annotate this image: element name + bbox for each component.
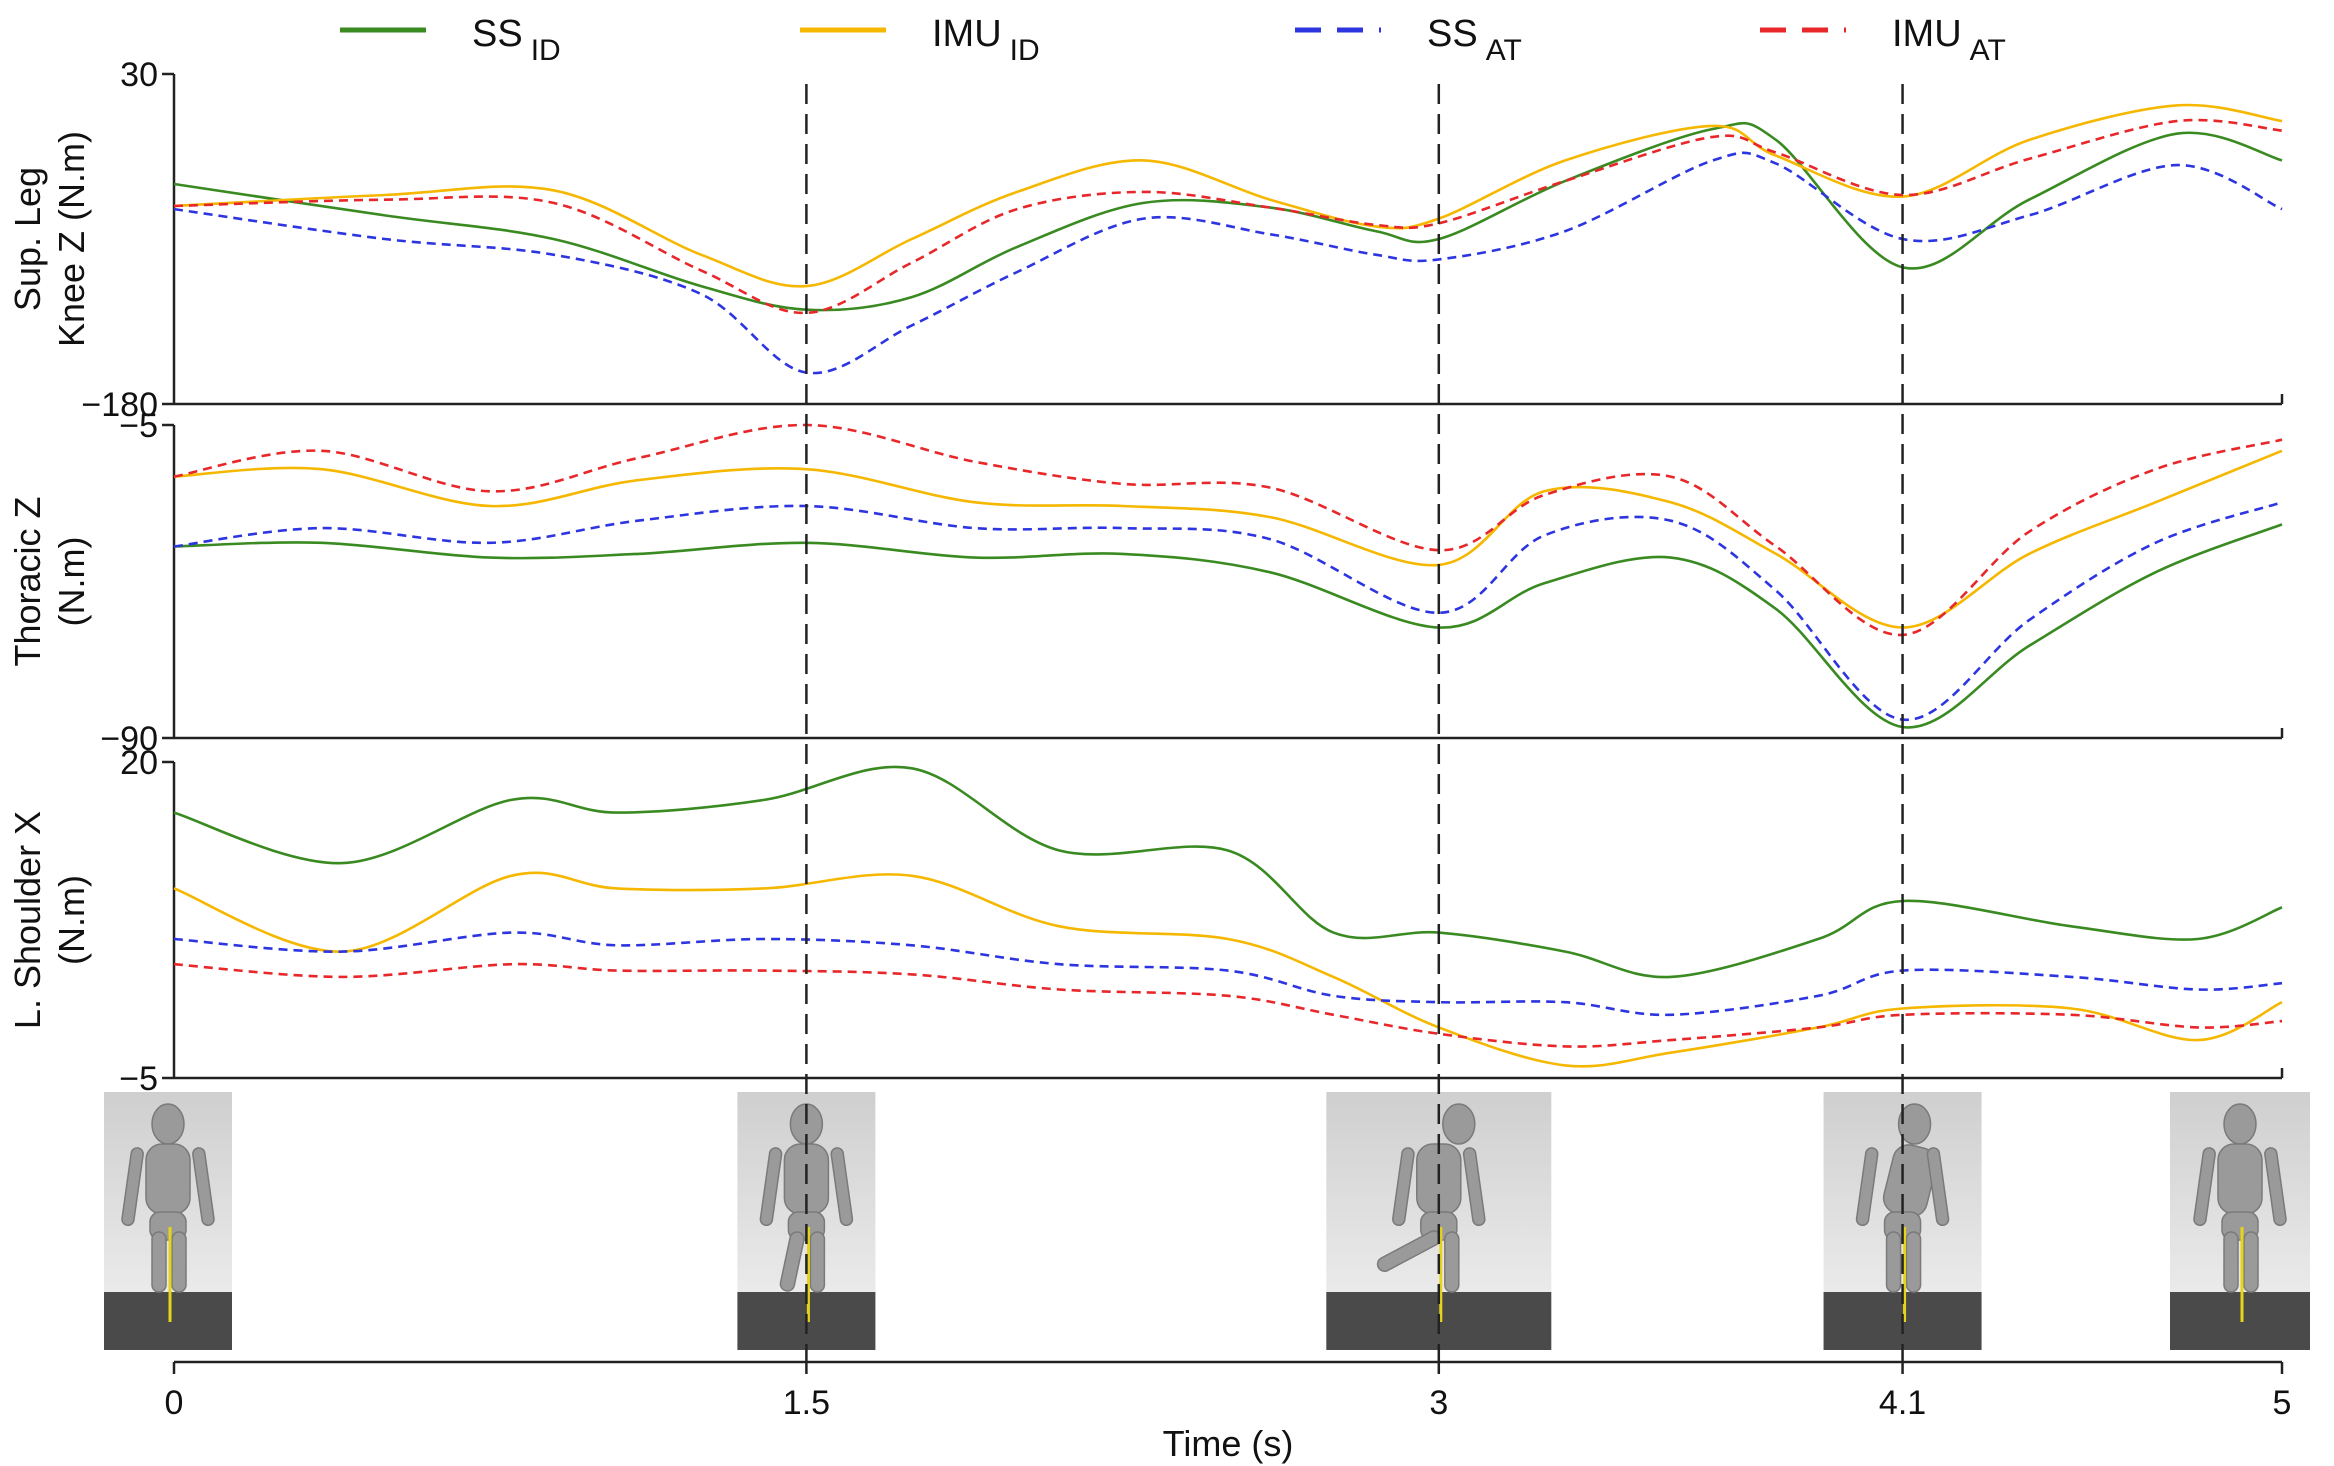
legend-item-imu-id: IMU ID: [800, 13, 1040, 67]
x-axis-label: Time (s): [1163, 1423, 1294, 1464]
y-tick-label: −5: [119, 1060, 158, 1098]
figure-strip: [104, 1092, 2310, 1350]
y-axis-label-line2: (N.m): [51, 875, 92, 965]
series-line-ss-at: [173, 931, 2283, 1017]
legend-item-imu-at: IMU AT: [1760, 13, 2006, 67]
legend-label: IMU ID: [932, 13, 1040, 67]
series-line-imu-id: [173, 871, 2283, 1068]
y-axis-label-line2: Knee Z (N.m): [51, 131, 92, 347]
mannequin-thumbnail: [1326, 1092, 1552, 1350]
series-line-ss-at: [173, 151, 2283, 375]
y-tick-label: −90: [100, 720, 158, 758]
series-line-imu-at: [173, 962, 2283, 1048]
legend-label: IMU AT: [1892, 13, 2006, 67]
mannequin-thumbnail: [737, 1092, 876, 1350]
mannequin-icon: [1376, 1103, 1486, 1293]
panel-3: 20 −5 L. Shoulder X (N.m): [7, 744, 2284, 1098]
y-axis-label-line1: Sup. Leg: [7, 167, 48, 311]
x-tick-label: 5: [2273, 1384, 2292, 1422]
x-tick-label: 1.5: [783, 1384, 830, 1422]
panels: 30 −180 Sup. Leg Knee Z (N.m) −5 −90 Thoracic …: [7, 56, 2284, 1098]
x-tick-label: 3: [1429, 1384, 1448, 1422]
floor: [104, 1292, 232, 1350]
series-line-ss-at: [173, 501, 2283, 721]
series-line-imu-id: [173, 449, 2283, 629]
y-tick-label: −180: [81, 386, 158, 424]
event-lines: [805, 84, 1904, 1362]
legend-label: SS ID: [472, 13, 561, 67]
mannequin-thumbnail: [104, 1092, 232, 1350]
y-tick-label: 30: [120, 56, 158, 94]
series-line-ss-id: [173, 122, 2283, 312]
mannequin-thumbnail: [2170, 1092, 2310, 1350]
mannequin-icon: [2193, 1103, 2287, 1293]
x-tick-label: 4.1: [1879, 1384, 1926, 1422]
panel-1: 30 −180 Sup. Leg Knee Z (N.m): [7, 56, 2284, 424]
series-line-ss-id: [173, 523, 2283, 729]
y-tick-label: 20: [120, 744, 158, 782]
y-tick-label: −5: [119, 407, 158, 445]
series-line-imu-at: [173, 423, 2283, 637]
floor: [2170, 1292, 2310, 1350]
x-tick-label: 0: [165, 1384, 184, 1422]
mannequin-thumbnail: [1823, 1092, 1982, 1350]
legend-item-ss-id: SS ID: [340, 13, 561, 67]
series-line-imu-at: [173, 118, 2283, 315]
legend-item-ss-at: SS AT: [1295, 13, 1522, 67]
legend: SS ID IMU ID SS AT IMU AT: [340, 13, 2006, 67]
mannequin-icon: [1855, 1103, 1950, 1293]
legend-label: SS AT: [1427, 13, 1522, 67]
mannequin-icon: [121, 1103, 215, 1293]
series-line-ss-id: [173, 765, 2283, 979]
panel-2: −5 −90 Thoracic Z (N.m): [7, 407, 2284, 758]
y-axis-label-line1: Thoracic Z: [7, 496, 48, 666]
series-line-imu-id: [173, 103, 2283, 288]
x-axis: 0 1.5 3 4.1 5 Time (s): [165, 1360, 2292, 1464]
y-axis-label-line2: (N.m): [51, 537, 92, 627]
y-axis-label-line1: L. Shoulder X: [7, 811, 48, 1029]
